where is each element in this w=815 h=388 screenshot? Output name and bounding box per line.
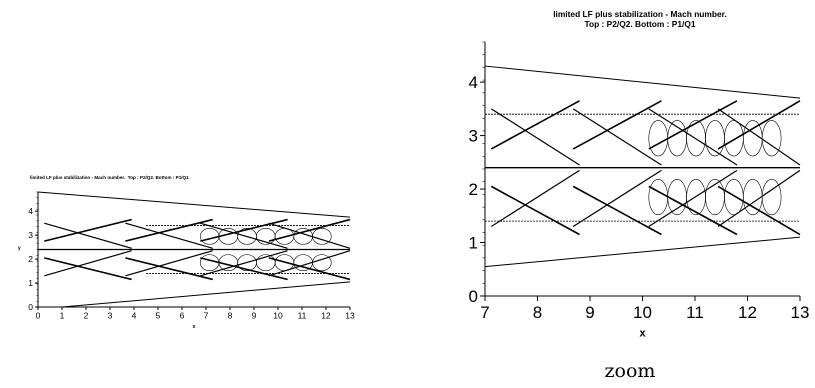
c1-shock-up-2 — [648, 100, 738, 150]
c1-top-wall — [484, 65, 801, 99]
c1-shock-refl-down-0 — [490, 169, 580, 227]
c0-top-wall — [37, 191, 351, 218]
c0-contour-lower-6 — [312, 254, 332, 272]
c0-shock-refl-down-0 — [44, 250, 132, 277]
c0-y-tick-label-1: 1 — [28, 278, 33, 288]
c1-contour-upper-4 — [724, 120, 744, 157]
c0-x-tick-label-10: 10 — [273, 311, 283, 321]
c0-shock-refl-down-3 — [268, 250, 351, 277]
c1-shock-up-0 — [490, 100, 580, 150]
c0-y-tick-label-4: 4 — [28, 206, 33, 216]
c0-x-tick-label-8: 8 — [228, 311, 233, 321]
c0-y-axis-label: y — [18, 246, 21, 252]
c1-x-tick-label-3: 10 — [633, 303, 652, 322]
c0-shock-up-1 — [125, 218, 213, 242]
c1-shock-refl-up-2 — [648, 108, 738, 166]
c0-x-tick-label-9: 9 — [252, 311, 257, 321]
c0-shock-refl-up-3 — [268, 222, 351, 249]
c1-bottom-wall — [484, 236, 801, 268]
c1-y-tick-label-4: 4 — [469, 73, 478, 92]
c1-x-tick-label-2: 9 — [585, 303, 594, 322]
c0-x-tick-label-2: 2 — [84, 311, 89, 321]
c1-contour-lower-6 — [761, 178, 782, 216]
c1-contour-upper-1 — [667, 120, 687, 157]
c0-shock-down-2 — [200, 257, 288, 281]
c1-contour-upper-5 — [742, 120, 763, 157]
c0-shock-refl-down-1 — [125, 250, 213, 277]
c1-y-tick-label-1: 1 — [469, 233, 478, 252]
c1-shock-refl-up-3 — [717, 108, 801, 166]
c0-bottom-wall — [61, 281, 351, 308]
c0-x-tick-label-5: 5 — [156, 311, 161, 321]
c0-contour-upper-0 — [199, 227, 220, 245]
c0-shock-refl-up-0 — [44, 222, 132, 249]
c1-x-axis-label: x — [639, 328, 646, 340]
c0-x-tick-label-6: 6 — [180, 311, 185, 321]
c1-x-tick-label-5: 12 — [738, 303, 757, 322]
c0-x-tick-label-0: 0 — [36, 311, 41, 321]
c0-x-tick-label-12: 12 — [321, 311, 331, 321]
c1-shock-up-1 — [572, 100, 662, 150]
c0-x-tick-label-11: 11 — [298, 311, 307, 321]
left-chart-title: limited LF plus stabilization - Mach num… — [30, 175, 189, 180]
c1-contour-upper-0 — [648, 120, 669, 157]
c1-contour-lower-5 — [742, 178, 763, 216]
c1-x-tick-label-0: 7 — [480, 303, 489, 322]
c0-x-axis-label: x — [193, 324, 196, 330]
c1-shock-refl-down-3 — [717, 169, 801, 227]
c1-y-tick-label-0: 0 — [469, 287, 478, 306]
c1-contour-lower-0 — [648, 178, 669, 216]
c0-shock-refl-up-1 — [125, 222, 213, 249]
c1-shock-refl-down-2 — [648, 169, 738, 227]
c0-y-tick-label-2: 2 — [28, 254, 33, 264]
c0-shock-up-0 — [44, 218, 132, 242]
c1-shock-down-0 — [490, 185, 580, 236]
c1-x-tick-label-4: 11 — [686, 303, 704, 322]
c1-shock-refl-up-0 — [490, 108, 580, 166]
c0-x-tick-label-3: 3 — [108, 311, 113, 321]
c0-contour-upper-6 — [312, 227, 332, 245]
c0-shock-up-2 — [200, 218, 288, 242]
c1-shock-refl-down-1 — [572, 169, 662, 227]
c0-shock-down-0 — [44, 257, 132, 281]
c1-contour-lower-4 — [724, 178, 744, 216]
c0-x-tick-label-13: 13 — [345, 311, 355, 321]
right-chart-title: limited LF plus stabilization - Mach num… — [553, 9, 727, 29]
c1-shock-refl-up-1 — [572, 108, 662, 166]
c0-x-tick-label-4: 4 — [132, 311, 137, 321]
c0-contour-lower-0 — [199, 254, 220, 272]
c0-x-tick-label-7: 7 — [204, 311, 209, 321]
c0-x-tick-label-1: 1 — [60, 311, 65, 321]
c0-shock-refl-down-2 — [200, 250, 288, 277]
c1-shock-down-1 — [572, 185, 662, 236]
c0-shock-refl-up-2 — [200, 222, 288, 249]
c1-x-tick-label-6: 13 — [791, 303, 810, 322]
c0-y-tick-label-3: 3 — [28, 230, 33, 240]
c1-y-tick-label-2: 2 — [469, 180, 478, 199]
c0-y-tick-label-0: 0 — [28, 302, 33, 312]
figure-caption: zoom — [604, 360, 656, 382]
c0-shock-down-1 — [125, 257, 213, 281]
c1-contour-lower-1 — [667, 178, 687, 216]
c1-shock-down-2 — [648, 185, 738, 236]
c1-contour-upper-6 — [761, 120, 782, 157]
c1-x-tick-label-1: 8 — [533, 303, 542, 322]
c1-y-tick-label-3: 3 — [469, 127, 478, 146]
